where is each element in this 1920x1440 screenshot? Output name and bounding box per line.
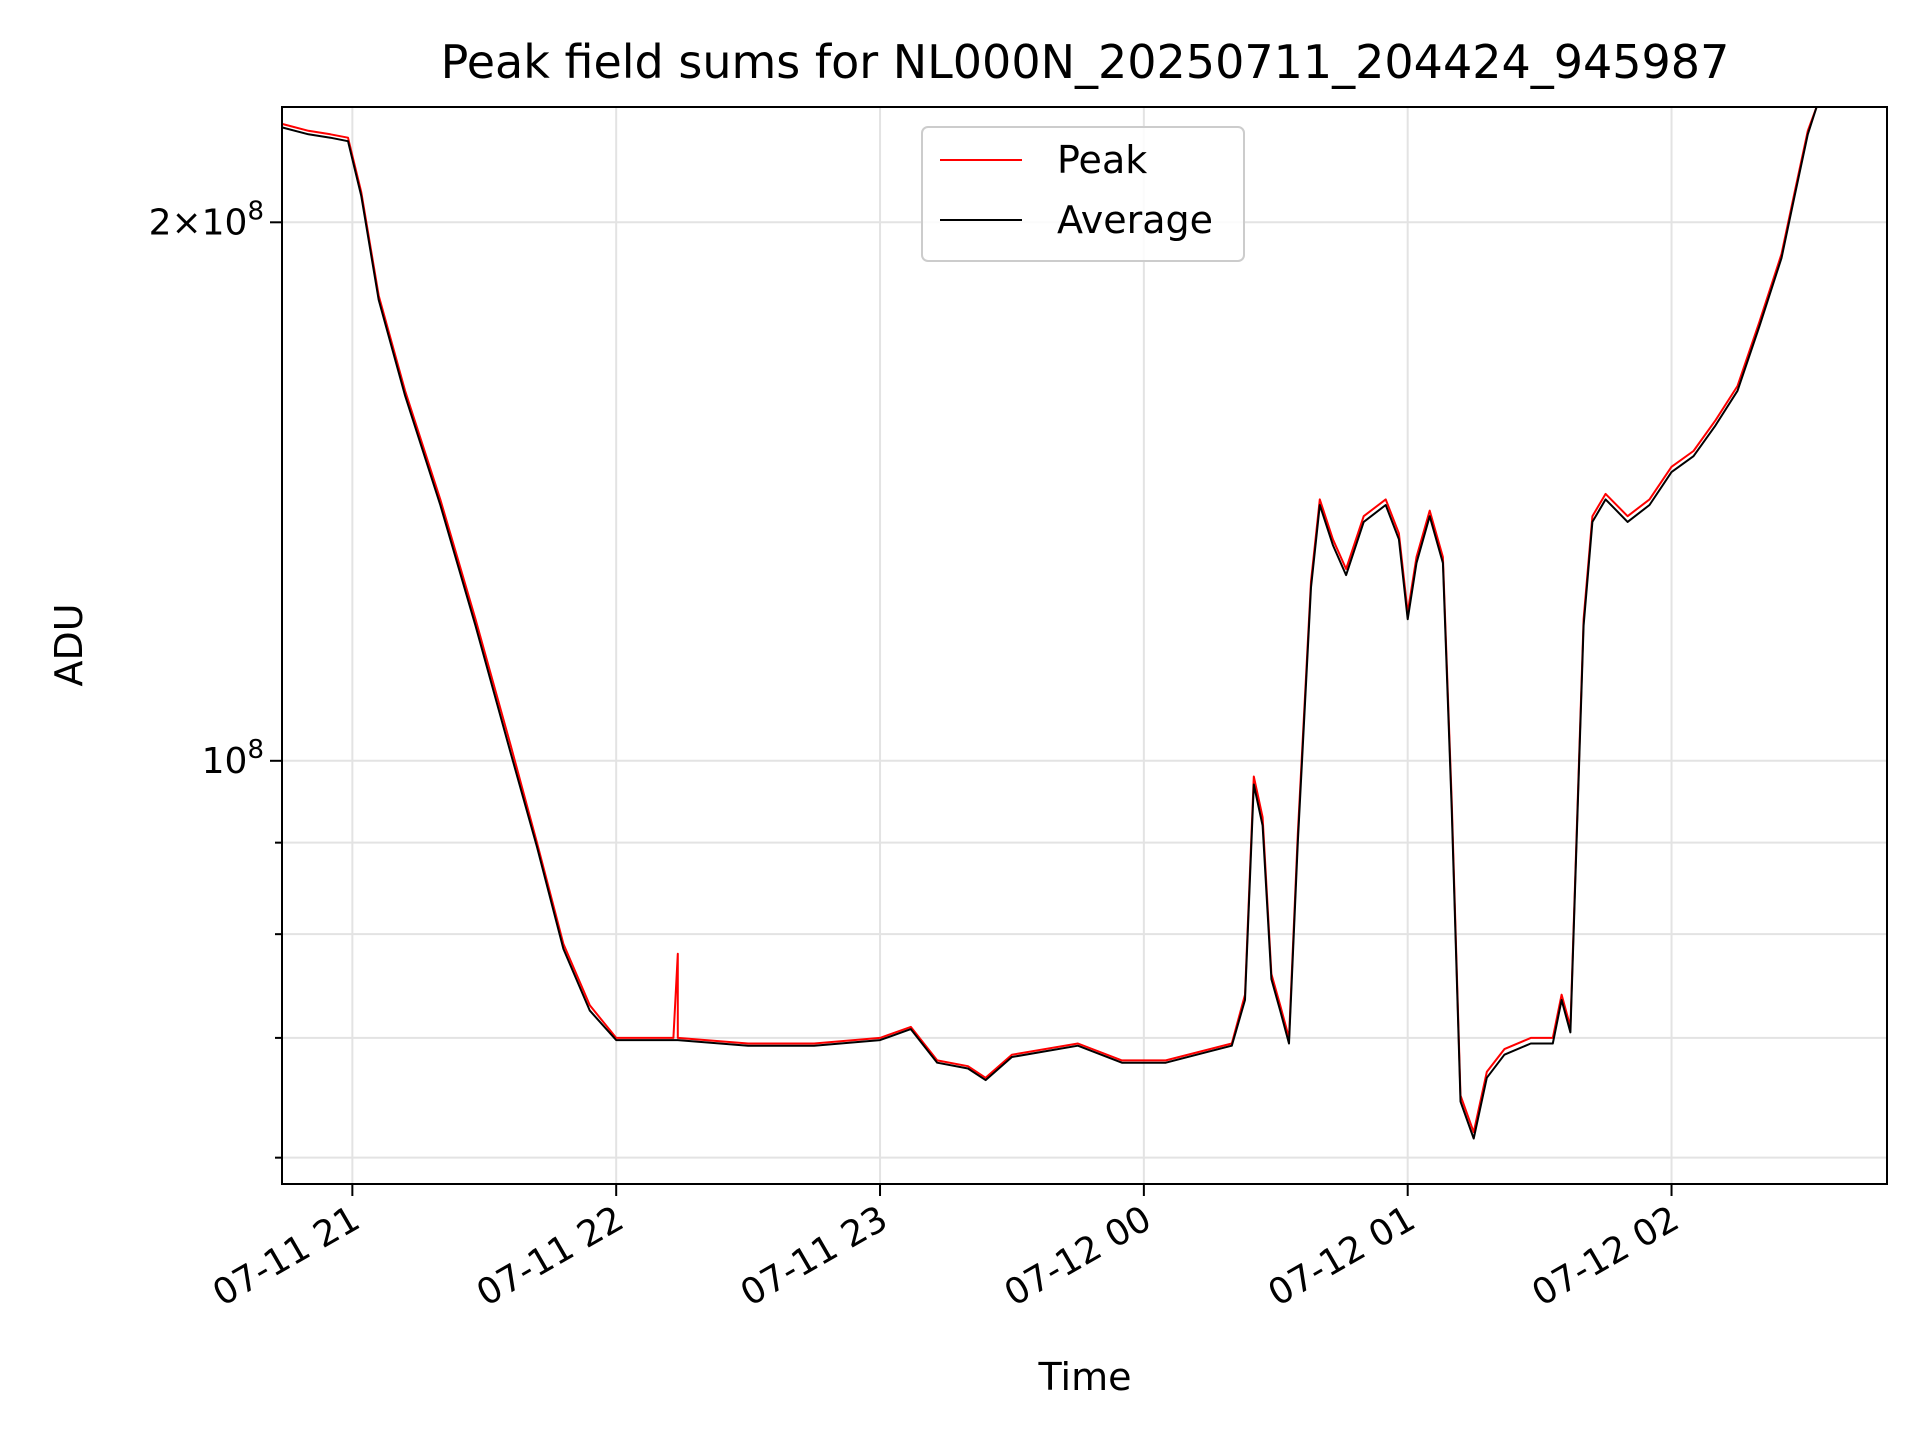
y-axis-label: ADU [47,603,91,686]
y-axis-ticks: 108 2×108 [149,196,282,1159]
legend-label-average: Average [1057,198,1213,242]
chart-title: Peak field sums for NL000N_20250711_2044… [441,35,1730,89]
y-tick-label: 108 [202,735,264,782]
y-tick-label: 2×108 [149,196,264,243]
legend-label-peak: Peak [1057,138,1147,182]
plot-frame [281,106,1888,1185]
grid [282,107,1887,1184]
x-axis-label: Time [1038,1355,1132,1399]
series-line-average [281,106,1818,1140]
series-line-peak [281,106,1818,1134]
series-group [281,106,1818,1140]
legend: Peak Average [921,126,1245,262]
